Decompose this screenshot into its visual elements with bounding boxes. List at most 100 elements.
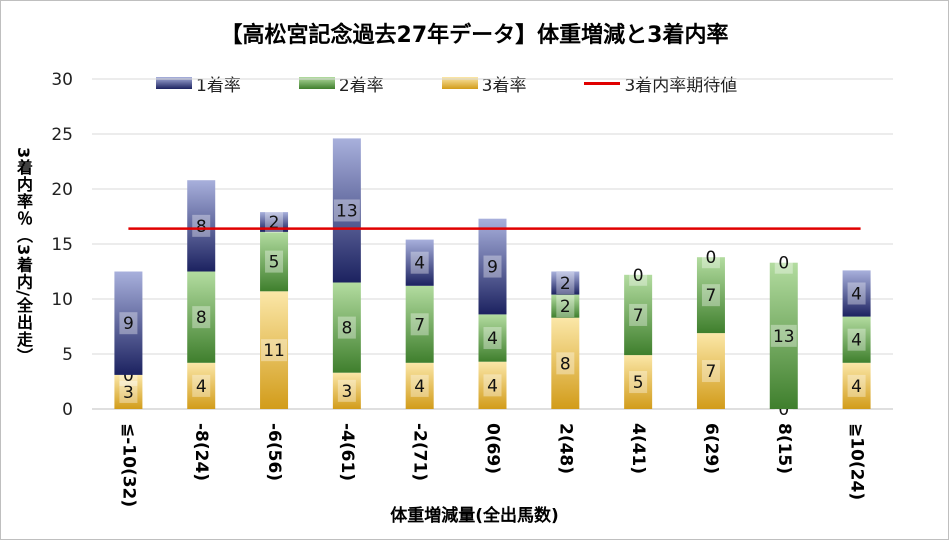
data-label: 8 xyxy=(196,308,207,328)
bar-segment xyxy=(114,271,143,375)
bar-segment xyxy=(260,291,289,409)
y-tick-label: 30 xyxy=(51,70,73,90)
legend-swatch-3rd xyxy=(441,77,478,89)
x-tick-label: 4(41) xyxy=(628,423,648,474)
data-label: 4 xyxy=(414,254,425,274)
legend-label-2nd: 2着率 xyxy=(338,75,384,96)
data-label: 4 xyxy=(851,377,862,397)
data-label-box xyxy=(774,251,793,274)
data-label: 0 xyxy=(706,248,717,268)
y-tick-label: 0 xyxy=(62,400,73,420)
data-label: 3 xyxy=(341,382,352,402)
y-tick-label: 25 xyxy=(51,125,73,145)
data-label: 2 xyxy=(560,297,571,317)
bar-segment xyxy=(405,239,434,286)
x-tick-label: -8(24) xyxy=(191,423,211,481)
y-axis-title: 3着内率％（3着内/全出走） xyxy=(14,147,33,366)
x-tick-label: -4(61) xyxy=(337,423,357,481)
bar-segment xyxy=(260,231,289,292)
data-label: 7 xyxy=(414,315,425,335)
data-label-box xyxy=(410,374,429,397)
y-tick-label: 5 xyxy=(62,345,73,365)
legend-label-3rd: 3着率 xyxy=(481,75,527,96)
bar-segment xyxy=(842,270,871,317)
data-label: 0 xyxy=(123,366,134,386)
data-label: 3 xyxy=(123,383,134,403)
data-label-box xyxy=(629,303,648,326)
data-label-box xyxy=(701,284,720,307)
bar-segment xyxy=(332,138,361,283)
x-tick-label: -2(71) xyxy=(410,423,430,481)
data-label-box xyxy=(410,251,429,274)
data-label: 13 xyxy=(336,201,358,221)
y-tick-label: 20 xyxy=(51,180,73,200)
legend-swatch-1st xyxy=(156,77,192,89)
data-label: 2 xyxy=(269,213,280,233)
bar-segment xyxy=(696,257,725,334)
data-label: 4 xyxy=(414,377,425,397)
bar-segment xyxy=(551,294,580,318)
legend: 1着率 2着率 3着率 3着内率期待値 xyxy=(156,71,896,96)
bar-segment xyxy=(332,372,361,409)
bar-segment xyxy=(551,317,580,409)
bar-segment xyxy=(332,282,361,373)
bar-segment xyxy=(114,374,143,409)
data-label: 7 xyxy=(706,362,717,382)
legend-swatch-2nd xyxy=(298,77,335,89)
data-label-box xyxy=(333,199,360,222)
data-label: 13 xyxy=(773,327,795,347)
data-label: 2 xyxy=(560,274,571,294)
data-label-box xyxy=(192,374,211,397)
bar-segment xyxy=(405,285,434,363)
data-label-box xyxy=(556,272,575,295)
data-label-box xyxy=(192,306,211,329)
data-label: 4 xyxy=(196,377,207,397)
data-label-box xyxy=(119,312,138,335)
data-label-box xyxy=(261,339,288,362)
x-axis-title: 体重増減量(全出馬数) xyxy=(390,506,559,526)
data-label-box xyxy=(410,313,429,336)
data-label: 11 xyxy=(263,341,285,361)
bar-segment xyxy=(187,362,216,409)
data-label-box xyxy=(556,295,575,318)
data-label: 4 xyxy=(851,331,862,351)
data-label-box xyxy=(483,374,502,397)
data-label-box xyxy=(192,214,211,237)
x-tick-label: ≧10(24) xyxy=(847,423,867,500)
y-tick-label: 15 xyxy=(51,235,73,255)
data-label: 0 xyxy=(778,400,789,420)
x-tick-label: 8(15) xyxy=(774,423,794,474)
data-label: 7 xyxy=(706,286,717,306)
data-label: 8 xyxy=(560,354,571,374)
data-label-box xyxy=(701,246,720,269)
legend-item-3rd: 3着率 xyxy=(441,71,527,96)
data-label-box xyxy=(847,328,866,351)
legend-item-2nd: 2着率 xyxy=(298,71,384,96)
data-label-box xyxy=(119,380,138,403)
data-label: 5 xyxy=(269,253,280,273)
bar-segment xyxy=(478,218,507,315)
legend-label-1st: 1着率 xyxy=(196,75,241,96)
data-label-box xyxy=(483,255,502,278)
x-tick-label: ≦-10(32) xyxy=(118,423,138,507)
x-tick-label: 0(69) xyxy=(483,423,503,474)
bar-segment xyxy=(769,262,798,409)
bar-segment xyxy=(478,361,507,409)
x-tick-label: -6(56) xyxy=(264,423,284,481)
data-label-box xyxy=(556,352,575,375)
y-tick-label: 10 xyxy=(51,290,73,310)
data-label: 8 xyxy=(341,319,352,339)
x-tick-label: 6(29) xyxy=(701,423,721,474)
data-label: 9 xyxy=(487,258,498,278)
bar-segment xyxy=(842,316,871,363)
data-label-box xyxy=(629,263,648,286)
data-label-box xyxy=(847,282,866,305)
data-label: 4 xyxy=(487,376,498,396)
data-label-box xyxy=(770,324,797,347)
data-label: 4 xyxy=(851,285,862,305)
bar-segment xyxy=(260,212,289,232)
data-label: 4 xyxy=(487,329,498,349)
data-label: 9 xyxy=(123,314,134,334)
